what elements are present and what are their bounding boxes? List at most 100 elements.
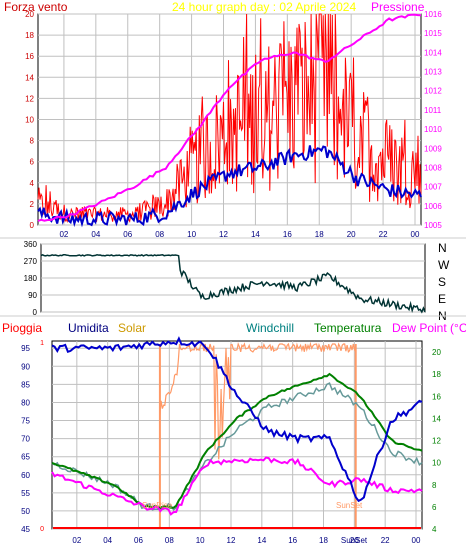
pressure-tick-label: 1008 bbox=[424, 163, 442, 172]
pressure-tick-label: 1012 bbox=[424, 87, 442, 96]
humidity-tick-label: 80 bbox=[21, 398, 30, 407]
humidity-tick-label: 85 bbox=[21, 380, 30, 389]
time-tick-label: 04 bbox=[91, 230, 100, 239]
humidity-tick-label: 50 bbox=[21, 507, 30, 516]
series-solar bbox=[159, 341, 357, 460]
legend-windchill: Windchill bbox=[246, 321, 295, 335]
wind-tick-label: 20 bbox=[25, 10, 34, 19]
pressure-tick-label: 1007 bbox=[424, 183, 442, 192]
wind-tick-label: 16 bbox=[25, 52, 34, 61]
time-tick-label: 00 bbox=[411, 230, 420, 239]
direction-tick-label: 0 bbox=[33, 308, 38, 317]
pressure-tick-label: 1014 bbox=[424, 48, 442, 57]
pressure-tick-label: 1005 bbox=[424, 221, 442, 230]
time-tick-label: 02 bbox=[72, 536, 81, 545]
wind-tick-label: 4 bbox=[30, 179, 35, 188]
series-windchill bbox=[51, 382, 423, 512]
temperature-tick-label: 20 bbox=[432, 348, 441, 357]
humidity-tick-label: 95 bbox=[21, 344, 30, 353]
rain-tick-label: 1 bbox=[40, 340, 44, 347]
time-tick-label: 16 bbox=[288, 536, 297, 545]
wind-tick-label: 2 bbox=[30, 200, 35, 209]
humidity-tick-label: 60 bbox=[21, 471, 30, 480]
pressure-tick-label: 1011 bbox=[424, 106, 442, 115]
temperature-tick-label: 6 bbox=[432, 503, 437, 512]
direction-tick-label: 90 bbox=[28, 291, 37, 300]
wind-tick-label: 8 bbox=[30, 137, 35, 146]
legend-umidita: Umidita bbox=[68, 321, 109, 335]
time-tick-label: 02 bbox=[59, 230, 68, 239]
time-tick-label: 08 bbox=[155, 230, 164, 239]
humidity-tick-label: 45 bbox=[21, 525, 30, 534]
compass-label: N bbox=[438, 241, 447, 255]
temperature-tick-label: 8 bbox=[432, 481, 437, 490]
pressure-tick-label: 1013 bbox=[424, 68, 442, 77]
legend-pioggia: Pioggia bbox=[2, 321, 43, 335]
sunset-axis-label: SunSet bbox=[341, 536, 368, 545]
time-tick-label: 18 bbox=[315, 230, 324, 239]
humidity-tick-label: 65 bbox=[21, 453, 30, 462]
time-tick-label: 22 bbox=[379, 230, 388, 239]
sunrise-label: SunRise bbox=[142, 501, 173, 510]
wind-tick-label: 14 bbox=[25, 73, 34, 82]
time-tick-label: 10 bbox=[187, 230, 196, 239]
humidity-tick-label: 55 bbox=[21, 489, 30, 498]
time-tick-label: 20 bbox=[347, 230, 356, 239]
compass-label: S bbox=[438, 275, 446, 289]
chart-title: 24 hour graph day : 02 Aprile 2024 bbox=[172, 0, 357, 14]
legend-dewpoint: Dew Point (°C) bbox=[392, 321, 466, 335]
series-wind-average bbox=[37, 145, 422, 228]
pressure-axis-label: Pressione bbox=[371, 0, 425, 14]
pressure-tick-label: 1016 bbox=[424, 10, 442, 19]
pressure-tick-label: 1009 bbox=[424, 144, 442, 153]
direction-tick-label: 180 bbox=[24, 274, 38, 283]
time-tick-label: 14 bbox=[251, 230, 260, 239]
temperature-tick-label: 4 bbox=[432, 525, 437, 534]
pressure-tick-label: 1015 bbox=[424, 29, 442, 38]
series-temperatura bbox=[51, 372, 423, 509]
temperature-tick-label: 18 bbox=[432, 370, 441, 379]
time-tick-label: 14 bbox=[257, 536, 266, 545]
weather-plot-area bbox=[51, 340, 423, 530]
wind-tick-label: 12 bbox=[25, 94, 34, 103]
time-tick-label: 16 bbox=[283, 230, 292, 239]
sunset-label: SunSet bbox=[336, 501, 363, 510]
time-tick-label: 04 bbox=[103, 536, 112, 545]
time-tick-label: 00 bbox=[412, 536, 421, 545]
humidity-tick-label: 90 bbox=[21, 362, 30, 371]
pressure-tick-label: 1010 bbox=[424, 125, 442, 134]
wind-tick-label: 6 bbox=[30, 158, 35, 167]
humidity-tick-label: 75 bbox=[21, 417, 30, 426]
time-tick-label: 06 bbox=[134, 536, 143, 545]
humidity-tick-label: 70 bbox=[21, 435, 30, 444]
series-pressione bbox=[37, 13, 422, 222]
wind-tick-label: 10 bbox=[25, 116, 34, 125]
temperature-tick-label: 10 bbox=[432, 459, 441, 468]
wind-tick-label: 0 bbox=[30, 221, 35, 230]
wind-axis-label: Forza vento bbox=[4, 0, 68, 14]
time-tick-label: 20 bbox=[350, 536, 359, 545]
temperature-tick-label: 16 bbox=[432, 392, 441, 401]
temperature-tick-label: 14 bbox=[432, 414, 441, 423]
series-dew-point bbox=[51, 456, 423, 516]
rain-tick-label: 0 bbox=[40, 526, 44, 533]
legend-solar: Solar bbox=[118, 321, 147, 335]
compass-label: W bbox=[438, 258, 450, 272]
wind-tick-label: 18 bbox=[25, 31, 34, 40]
direction-tick-label: 360 bbox=[24, 240, 38, 249]
pressure-tick-label: 1006 bbox=[424, 202, 442, 211]
time-tick-label: 06 bbox=[123, 230, 132, 239]
time-tick-label: 08 bbox=[165, 536, 174, 545]
direction-tick-label: 270 bbox=[24, 257, 38, 266]
time-tick-label: 12 bbox=[227, 536, 236, 545]
time-tick-label: 22 bbox=[381, 536, 390, 545]
time-tick-label: 10 bbox=[196, 536, 205, 545]
temperature-tick-label: 12 bbox=[432, 437, 441, 446]
series-umidita bbox=[51, 336, 423, 503]
compass-label: E bbox=[438, 292, 446, 306]
time-tick-label: 18 bbox=[319, 536, 328, 545]
direction-grid bbox=[41, 243, 425, 313]
time-tick-label: 12 bbox=[219, 230, 228, 239]
